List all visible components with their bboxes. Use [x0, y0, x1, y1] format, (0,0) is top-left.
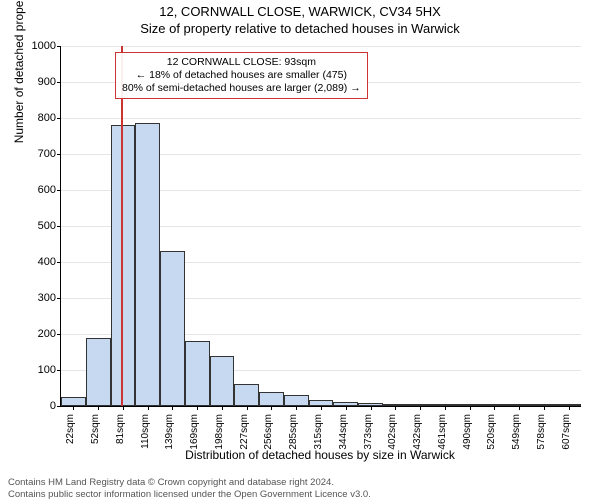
y-tick-mark — [57, 334, 61, 335]
y-tick-label: 200 — [16, 328, 56, 340]
x-tick-mark — [98, 406, 99, 410]
x-tick-label: 22sqm — [65, 414, 76, 444]
x-tick-label: 520sqm — [486, 414, 497, 450]
annotation-line: 12 CORNWALL CLOSE: 93sqm — [122, 56, 361, 69]
x-tick-mark — [445, 406, 446, 410]
x-tick-label: 578sqm — [536, 414, 547, 450]
x-tick-label: 52sqm — [90, 414, 101, 444]
x-tick-label: 461sqm — [437, 414, 448, 450]
histogram-bar — [185, 341, 210, 406]
chart-container: 12, CORNWALL CLOSE, WARWICK, CV34 5HX Si… — [0, 4, 600, 504]
x-tick-label: 198sqm — [214, 414, 225, 450]
y-tick-mark — [57, 154, 61, 155]
histogram-bar — [61, 397, 86, 406]
x-tick-label: 490sqm — [462, 414, 473, 450]
x-tick-label: 110sqm — [140, 414, 151, 449]
x-tick-mark — [296, 406, 297, 410]
y-tick-mark — [57, 262, 61, 263]
histogram-bar — [135, 123, 160, 406]
x-tick-mark — [123, 406, 124, 410]
x-tick-mark — [519, 406, 520, 410]
x-tick-label: 256sqm — [263, 414, 274, 450]
y-tick-mark — [57, 226, 61, 227]
histogram-bar — [111, 125, 136, 406]
footer-line-1: Contains HM Land Registry data © Crown c… — [8, 477, 371, 488]
x-tick-label: 607sqm — [561, 414, 572, 450]
histogram-bar — [210, 356, 235, 406]
property-marker-line — [121, 46, 123, 406]
y-tick-label: 800 — [16, 112, 56, 124]
title-sub: Size of property relative to detached ho… — [0, 21, 600, 36]
x-tick-label: 285sqm — [288, 414, 299, 450]
annotation-box: 12 CORNWALL CLOSE: 93sqm← 18% of detache… — [115, 52, 368, 99]
y-tick-mark — [57, 406, 61, 407]
x-tick-mark — [321, 406, 322, 410]
x-tick-mark — [271, 406, 272, 410]
y-gridline — [61, 46, 581, 47]
x-tick-mark — [371, 406, 372, 410]
x-tick-label: 402sqm — [387, 414, 398, 450]
y-tick-label: 300 — [16, 292, 56, 304]
y-tick-mark — [57, 370, 61, 371]
chart-area: 22sqm52sqm81sqm110sqm139sqm169sqm198sqm2… — [60, 46, 580, 406]
x-tick-mark — [395, 406, 396, 410]
x-tick-mark — [172, 406, 173, 410]
x-tick-label: 549sqm — [511, 414, 522, 450]
y-tick-label: 0 — [16, 400, 56, 412]
y-tick-mark — [57, 118, 61, 119]
x-tick-label: 139sqm — [164, 414, 175, 450]
x-tick-mark — [222, 406, 223, 410]
x-tick-mark — [346, 406, 347, 410]
x-tick-label: 227sqm — [239, 414, 250, 450]
footer-line-2: Contains public sector information licen… — [8, 489, 371, 500]
x-tick-mark — [544, 406, 545, 410]
y-tick-label: 500 — [16, 220, 56, 232]
title-main: 12, CORNWALL CLOSE, WARWICK, CV34 5HX — [0, 4, 600, 19]
histogram-bar — [86, 338, 111, 406]
y-gridline — [61, 118, 581, 119]
y-tick-label: 700 — [16, 148, 56, 160]
x-tick-label: 81sqm — [115, 414, 126, 444]
y-tick-label: 100 — [16, 364, 56, 376]
x-tick-label: 373sqm — [363, 414, 374, 450]
y-tick-label: 1000 — [16, 40, 56, 52]
x-tick-mark — [148, 406, 149, 410]
y-tick-mark — [57, 46, 61, 47]
x-tick-label: 432sqm — [412, 414, 423, 450]
x-tick-label: 344sqm — [338, 414, 349, 450]
y-tick-mark — [57, 190, 61, 191]
x-tick-mark — [247, 406, 248, 410]
annotation-line: ← 18% of detached houses are smaller (47… — [122, 69, 361, 82]
x-tick-mark — [569, 406, 570, 410]
x-tick-mark — [197, 406, 198, 410]
x-tick-label: 169sqm — [189, 414, 200, 450]
x-tick-mark — [73, 406, 74, 410]
histogram-bar — [284, 395, 309, 406]
x-tick-label: 315sqm — [313, 414, 324, 450]
plot-region: 22sqm52sqm81sqm110sqm139sqm169sqm198sqm2… — [60, 46, 581, 407]
histogram-bar — [160, 251, 185, 406]
y-tick-label: 600 — [16, 184, 56, 196]
x-tick-mark — [494, 406, 495, 410]
x-tick-mark — [420, 406, 421, 410]
y-tick-mark — [57, 82, 61, 83]
y-tick-mark — [57, 298, 61, 299]
x-axis-label: Distribution of detached houses by size … — [60, 448, 580, 462]
histogram-bar — [259, 392, 284, 406]
x-tick-mark — [470, 406, 471, 410]
y-tick-label: 900 — [16, 76, 56, 88]
histogram-bar — [234, 384, 259, 406]
y-tick-label: 400 — [16, 256, 56, 268]
footer-attribution: Contains HM Land Registry data © Crown c… — [8, 477, 371, 500]
annotation-line: 80% of semi-detached houses are larger (… — [122, 82, 361, 95]
